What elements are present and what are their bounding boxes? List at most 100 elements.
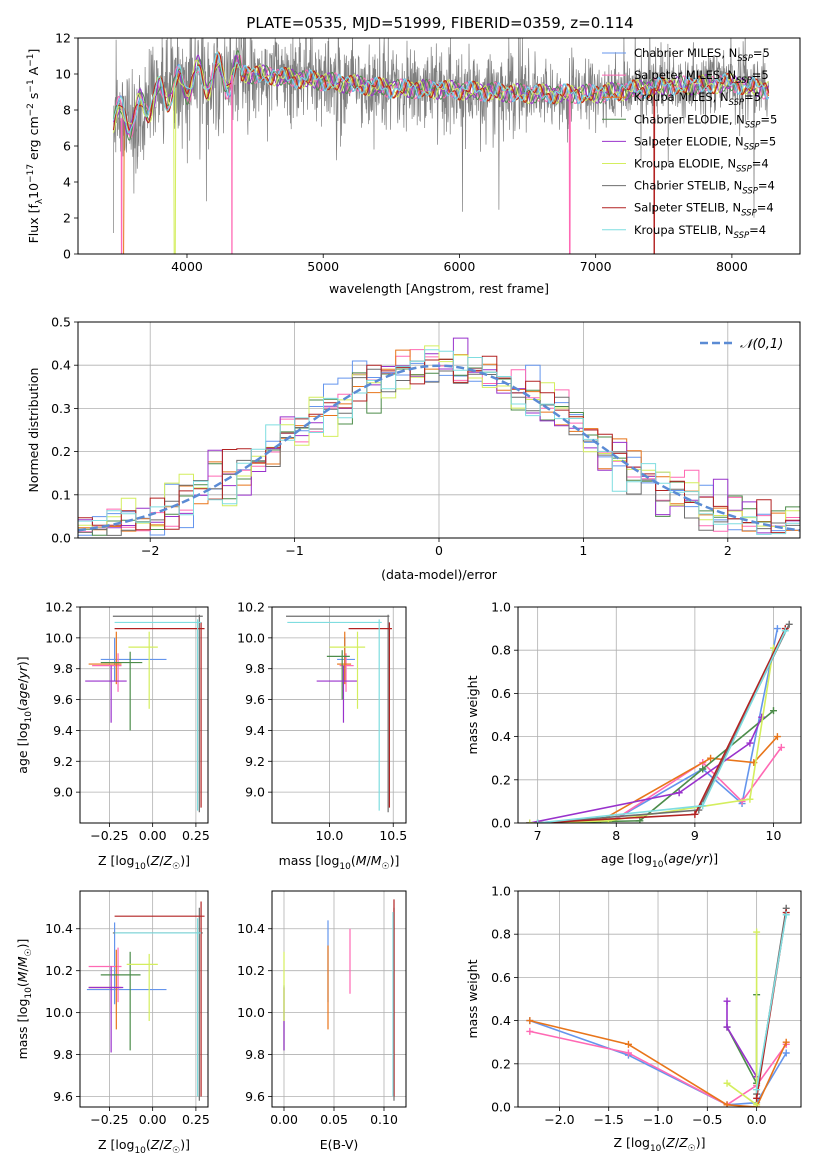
y-tick-label: 10.2 [45, 963, 73, 978]
x-tick-label: 0.05 [320, 1112, 348, 1127]
mass-weight-marker [753, 1094, 761, 1102]
x-tick-label: 10.0 [316, 828, 344, 843]
axes-frame: −0.25 0.00 0.25 9.6 9.8 10.0 10.2 10.4 [45, 890, 210, 1127]
x-tick-label: 7000 [580, 259, 612, 274]
y-tick-label: 0.8 [491, 643, 511, 658]
x-tick-label: −1 [285, 543, 303, 558]
plot-area [85, 614, 205, 813]
x-tick-label: −0.25 [90, 828, 128, 843]
axes-frame: −2 −1 0 1 2 0.0 0.1 0.2 0.3 0.4 0.5 [51, 315, 801, 558]
y-tick-label: 10.4 [45, 921, 73, 936]
x-axis-label: age [log10(age/yr)] [601, 851, 718, 870]
mass-weight-marker [769, 707, 777, 715]
y-tick-label: 0.1 [51, 487, 71, 502]
y-tick-label: 9.8 [245, 661, 265, 676]
x-tick-label: 5000 [307, 259, 339, 274]
y-tick-label: 9.6 [245, 692, 265, 707]
x-tick-label: 0.00 [139, 1112, 167, 1127]
legend-label: Chabrier MILES, NSSP=5 [634, 46, 770, 64]
model-spectrum-line [112, 52, 770, 131]
y-tick-label: 0.4 [491, 1013, 511, 1028]
y-tick-label: 0.5 [51, 315, 71, 330]
y-tick-label: 0.6 [491, 970, 511, 985]
mass-weight-marker [746, 795, 754, 803]
legend-label: Salpeter STELIB, NSSP=4 [634, 201, 774, 219]
legend-label: Salpeter ELODIE, NSSP=5 [634, 134, 776, 152]
x-tick-label: 2 [724, 543, 732, 558]
mass-weight-marker [624, 1040, 632, 1048]
axes-frame: −2.0 −1.5 −1.0 −0.5 0.0 0.0 0.2 0.4 0.6 0.8 1.0 [491, 884, 802, 1127]
x-tick-label: 8 [612, 828, 620, 843]
y-tick-label: 0.0 [51, 531, 71, 546]
legend-label: Kroupa STELIB, NSSP=4 [634, 223, 766, 241]
x-axis-label: wavelength [Angstrom, rest frame] [329, 281, 549, 296]
axes-frame: −0.25 0.00 0.25 9.0 9.2 9.4 9.6 9.8 10.0 10.2 [45, 600, 210, 844]
figure-title: PLATE=0535, MJD=51999, FIBERID=0359, z=0… [246, 14, 633, 32]
x-tick-label: 7 [534, 828, 542, 843]
y-tick-label: 6 [63, 139, 71, 154]
y-tick-label: 0.6 [491, 686, 511, 701]
y-tick-label: 0.3 [51, 401, 71, 416]
x-tick-label: 0 [435, 543, 443, 558]
plot-area [286, 614, 392, 813]
mass-weight-marker [699, 765, 707, 773]
y-tick-label: 10.4 [237, 921, 265, 936]
y-tick-label: 0.8 [491, 927, 511, 942]
y-tick-label: 9.2 [53, 754, 73, 769]
y-tick-label: 10.0 [45, 630, 73, 645]
mass-weight-marker [785, 620, 793, 628]
axes-border [271, 606, 407, 824]
mass-weight-marker [723, 1023, 731, 1031]
y-tick-label: 1.0 [491, 884, 511, 899]
mass-weight-marker [753, 928, 761, 936]
x-tick-label: −0.5 [692, 1112, 722, 1127]
legend-label: 𝒩(0,1) [740, 337, 783, 352]
x-tick-label: 8000 [716, 259, 748, 274]
panel-age-vs-mass: 10.0 10.5 9.0 9.2 9.4 9.6 9.8 10.0 10.2 mass [log… [237, 600, 407, 873]
x-tick-label: 0.00 [139, 828, 167, 843]
mass-weight-marker [526, 819, 534, 823]
y-axis-label: age [log10(age/yr)] [15, 656, 34, 773]
x-tick-label: −1.0 [643, 1112, 673, 1127]
mass-weight-marker [675, 789, 683, 797]
mass-weight-marker [781, 627, 789, 635]
y-axis-label: mass weight [465, 675, 480, 754]
y-tick-label: 9.6 [245, 1089, 265, 1104]
y-tick-label: 9.4 [245, 723, 265, 738]
mass-weight-marker [723, 1079, 731, 1087]
x-tick-label: 0.25 [182, 828, 210, 843]
y-tick-label: 0.2 [51, 444, 71, 459]
y-tick-label: 9.4 [53, 723, 73, 738]
plot-area [78, 337, 800, 538]
model-dropout-line [173, 87, 177, 254]
mass-weight-marker [777, 743, 785, 751]
mass-weight-marker [723, 1101, 731, 1107]
y-tick-label: 9.6 [53, 692, 73, 707]
mass-weight-marker [773, 733, 781, 741]
panel-spectrum: 4000 5000 6000 7000 8000 0 2 4 6 8 10 12 wavelength … [26, 31, 801, 296]
mass-weight-marker [782, 911, 790, 919]
x-tick-label: 0.00 [270, 1112, 298, 1127]
x-tick-label: 1 [579, 543, 587, 558]
y-tick-label: 9.6 [53, 1089, 73, 1104]
x-tick-label: 10.5 [379, 828, 407, 843]
residual-histogram-step [78, 355, 800, 538]
panel-residuals: −2 −1 0 1 2 0.0 0.1 0.2 0.3 0.4 0.5 𝒩(0,1) (data-mod… [26, 315, 801, 582]
x-tick-label: 6000 [444, 259, 476, 274]
x-tick-label: −0.25 [90, 1112, 128, 1127]
panel-massweight-vs-age: 7 8 9 10 0.0 0.2 0.4 0.6 0.8 1.0 age [log10(age/yr… [465, 600, 802, 870]
panel-age-vs-Z: −0.25 0.00 0.25 9.0 9.2 9.4 9.6 9.8 10.0 10.2 Z [l… [15, 600, 210, 873]
x-axis-label: Z [log10(Z/Z☉)] [98, 853, 190, 872]
x-tick-label: −2 [141, 543, 159, 558]
model-dropout-line [653, 87, 656, 254]
plot-area [283, 899, 395, 1101]
y-tick-label: 12 [55, 31, 71, 46]
y-tick-label: 9.0 [53, 785, 73, 800]
mass-weight-marker [526, 1027, 534, 1035]
model-spectrum-line [112, 54, 770, 135]
legend-label: Chabrier STELIB, NSSP=4 [634, 179, 775, 197]
y-tick-label: 10.0 [237, 1005, 265, 1020]
axes-border [517, 890, 802, 1108]
model-spectrum-line [112, 51, 769, 134]
y-tick-label: 10 [55, 67, 71, 82]
